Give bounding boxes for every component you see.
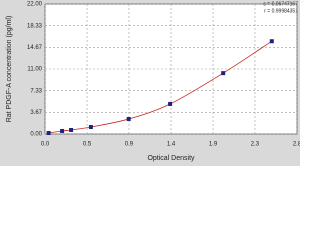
y-tick-label: 14.67: [27, 45, 43, 51]
point: [221, 71, 226, 76]
point: [60, 128, 65, 133]
chart: s = 0.06747167 r = 0.99984351 Optical De…: [0, 0, 300, 166]
y-tick-label: 18.33: [27, 23, 43, 29]
x-axis-label: Optical Density: [147, 155, 195, 162]
point: [168, 101, 173, 106]
y-axis-label: Rat PDGF-A concentration (pg/ml): [6, 16, 13, 123]
point: [126, 116, 131, 121]
point: [269, 39, 274, 44]
point: [69, 127, 74, 132]
stat-s: s = 0.06747167: [263, 1, 298, 7]
x-tick-label: 0.9: [125, 142, 134, 148]
x-tick-label: 0.0: [41, 142, 50, 148]
x-tick-label: 1.9: [209, 142, 218, 148]
y-tick-label: 0.00: [30, 132, 42, 138]
x-tick-label: 0.5: [83, 142, 92, 148]
x-tick-label: 1.4: [167, 142, 176, 148]
x-tick-label: 2.8: [293, 142, 300, 148]
page: {"chart_data": {"type": "scatter", "stat…: [0, 0, 300, 166]
y-tick-label: 11.00: [27, 67, 42, 73]
x-tick-label: 2.3: [251, 142, 260, 148]
y-tick-label: 7.33: [30, 88, 42, 94]
y-tick-label: 3.67: [30, 110, 42, 116]
y-tick-label: 22.00: [27, 2, 43, 8]
point: [88, 125, 93, 130]
point: [46, 130, 51, 135]
stat-r: r = 0.99984351: [264, 8, 298, 14]
